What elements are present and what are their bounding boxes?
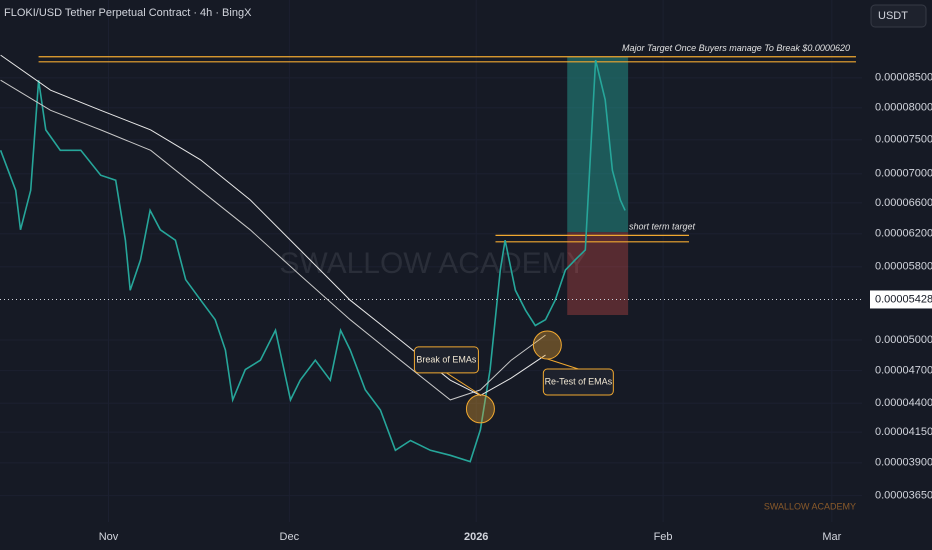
watermark: SWALLOW ACADEMY bbox=[279, 247, 586, 280]
y-tick-label: 0.00004700 bbox=[875, 365, 932, 377]
y-tick-label: 0.00003650 bbox=[875, 489, 932, 501]
series-line bbox=[0, 54, 546, 396]
y-tick-label: 0.00003900 bbox=[875, 457, 932, 469]
y-tick-label: 0.00005000 bbox=[875, 334, 932, 346]
position-profit bbox=[567, 56, 629, 233]
annotation-circle bbox=[532, 330, 562, 360]
currency-label[interactable]: USDT bbox=[878, 10, 908, 22]
series-line bbox=[0, 59, 626, 463]
annotation-connector bbox=[446, 372, 481, 396]
x-tick-label: Nov bbox=[99, 531, 119, 543]
annotation-connector bbox=[547, 358, 579, 370]
y-tick-label: 0.00005800 bbox=[875, 261, 932, 273]
y-tick-label: 0.00008000 bbox=[875, 102, 932, 114]
footer-brand: SWALLOW ACADEMY bbox=[764, 501, 856, 511]
x-tick-label: Dec bbox=[280, 531, 300, 543]
y-tick-label: 0.00007500 bbox=[875, 134, 932, 146]
currency-button[interactable] bbox=[870, 4, 927, 28]
last-price-box bbox=[870, 290, 932, 309]
x-tick-label: Feb bbox=[654, 531, 673, 543]
annotation-label: Break of EMAs bbox=[416, 354, 477, 364]
series-line bbox=[0, 79, 546, 401]
level-label: Major Target Once Buyers manage To Break… bbox=[622, 43, 850, 53]
x-tick-label: 2026 bbox=[464, 531, 488, 543]
position-loss bbox=[567, 232, 629, 316]
y-tick-label: 0.00006200 bbox=[875, 228, 932, 240]
annotation-box bbox=[413, 346, 479, 374]
price-axis-bg bbox=[862, 0, 932, 550]
y-tick-label: 0.00004400 bbox=[875, 397, 932, 409]
annotation-box bbox=[542, 368, 614, 396]
y-tick-label: 0.00006600 bbox=[875, 197, 932, 209]
chart-title: FLOKI/USD Tether Perpetual Contract · 4h… bbox=[4, 7, 252, 19]
annotation-label: Re-Test of EMAs bbox=[545, 376, 613, 386]
y-tick-label: 0.00007000 bbox=[875, 168, 932, 180]
last-price-label: 0.00005428 bbox=[875, 293, 932, 305]
level-label: short term target bbox=[629, 222, 696, 232]
y-tick-label: 0.00008500 bbox=[875, 72, 932, 84]
x-tick-label: Mar bbox=[822, 531, 841, 543]
y-tick-label: 0.00004150 bbox=[875, 426, 932, 438]
annotation-circle bbox=[465, 394, 495, 424]
